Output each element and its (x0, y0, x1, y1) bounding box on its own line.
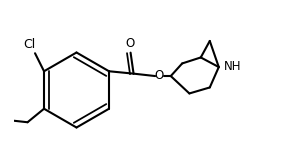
Text: NH: NH (224, 60, 242, 73)
Text: O: O (125, 37, 135, 50)
Text: Cl: Cl (24, 38, 36, 51)
Text: O: O (155, 69, 164, 82)
